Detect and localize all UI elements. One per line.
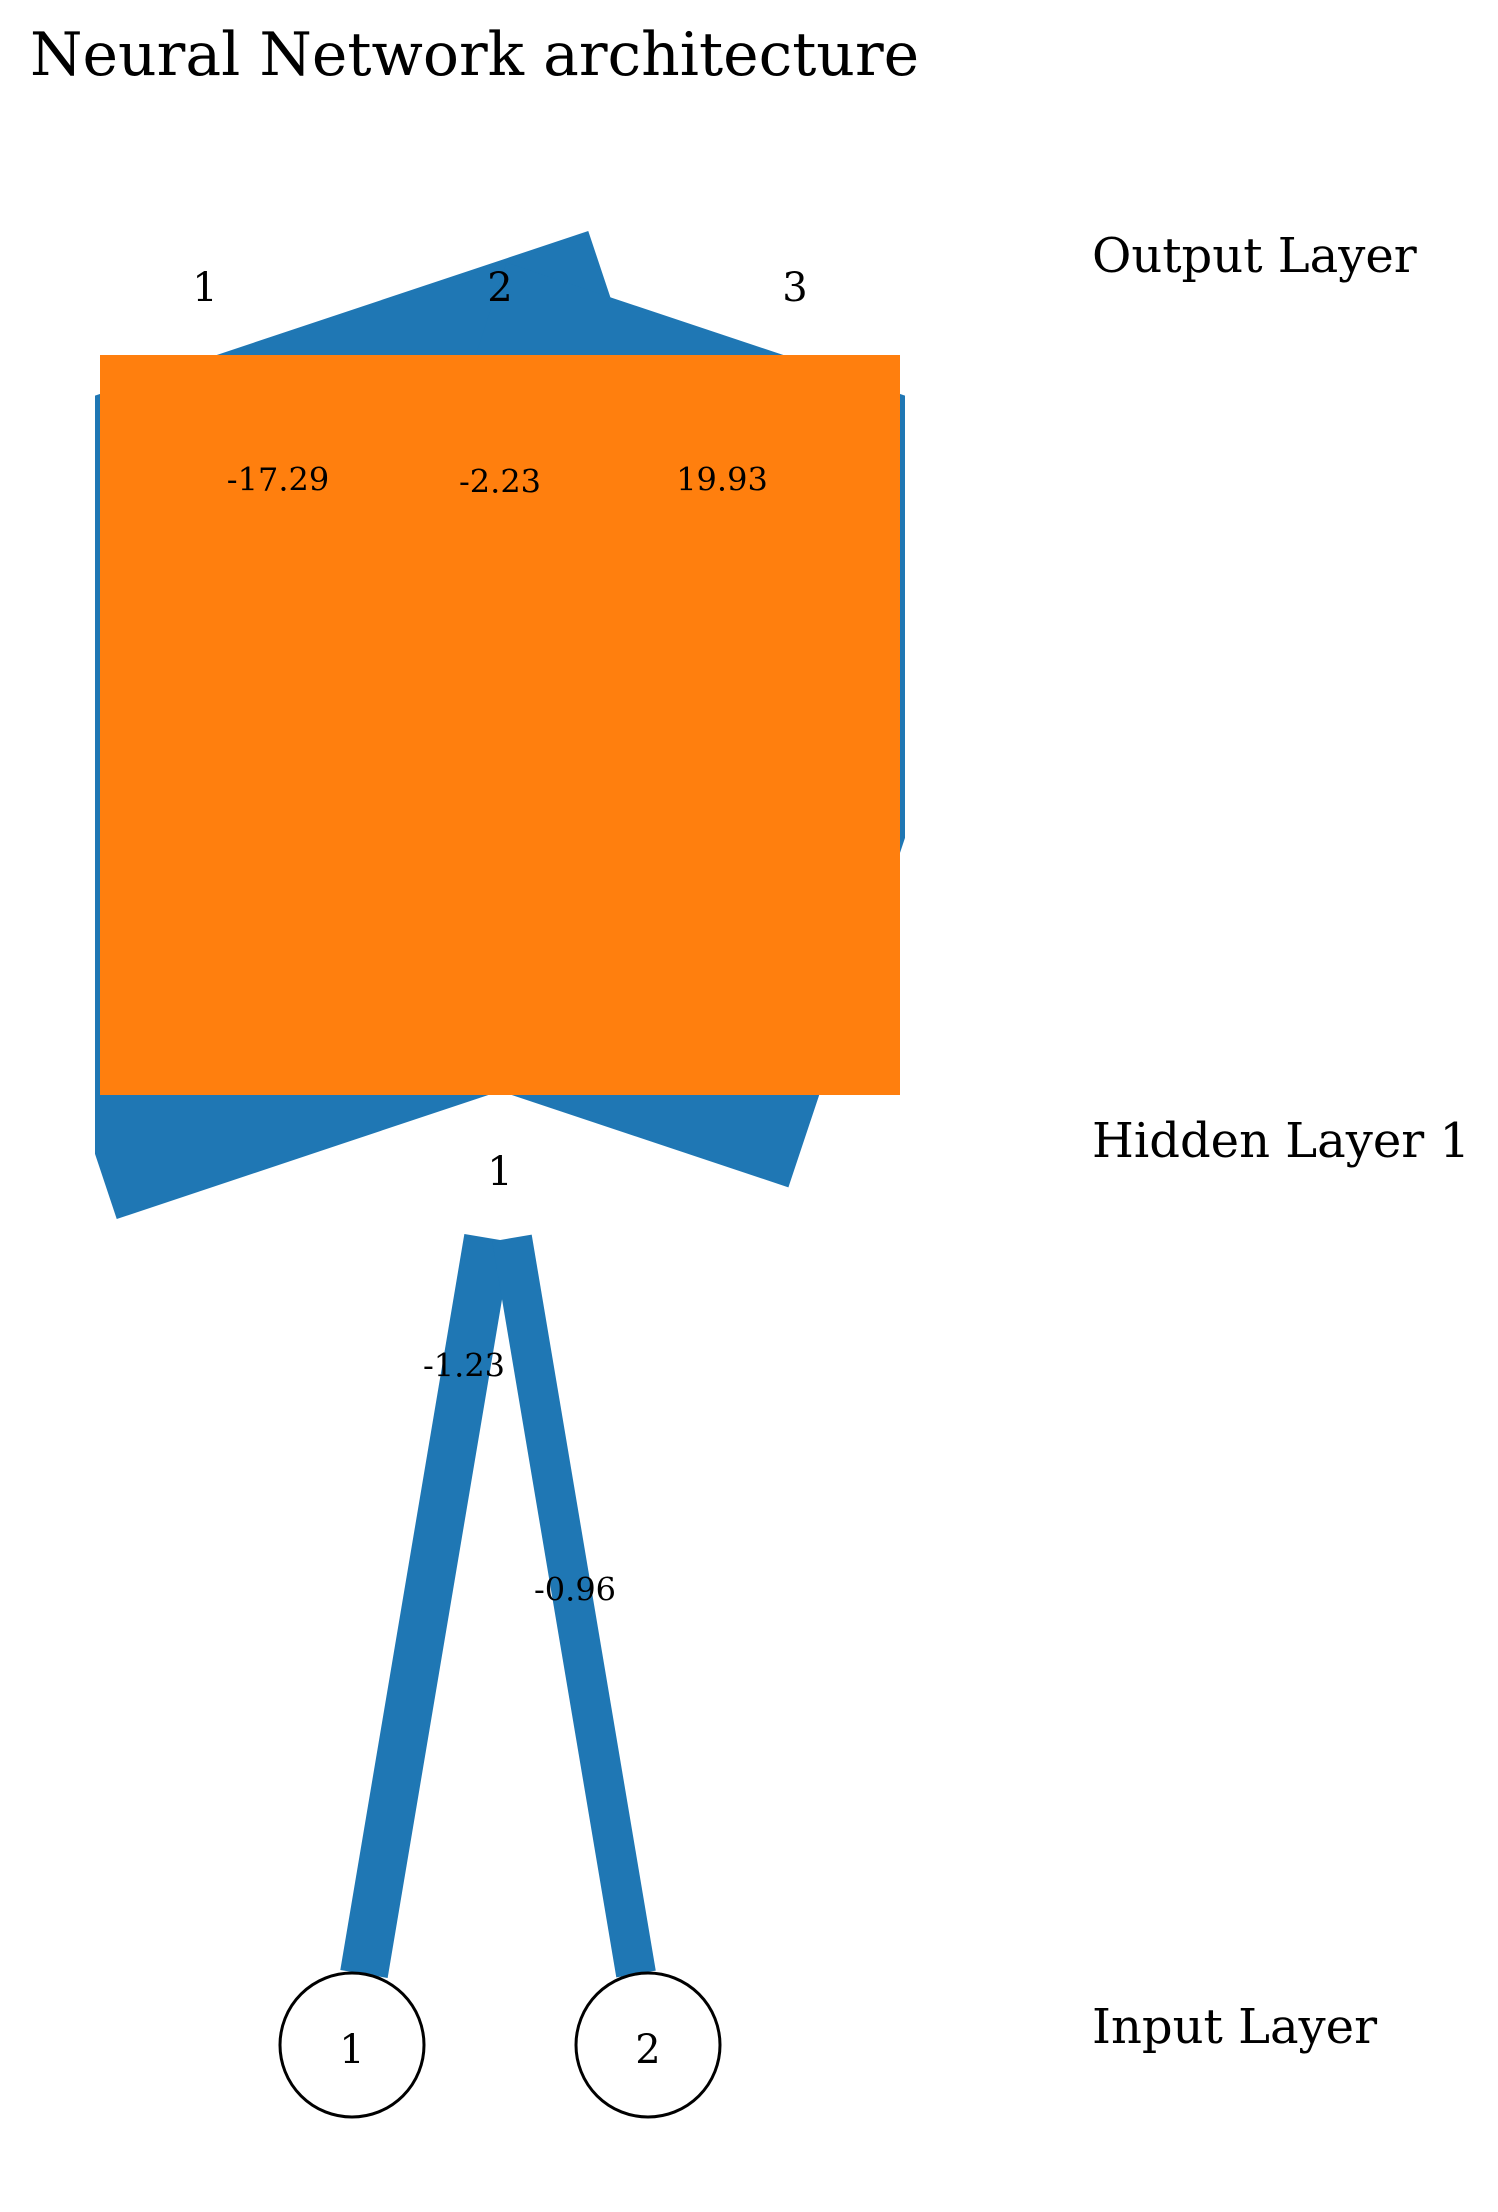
nodes-group: 1 2 1 1 2 3 <box>192 265 808 2119</box>
layer-label-output: Output Layer <box>1092 228 1417 284</box>
connection-l0-n1-to-n1 <box>340 1234 512 1978</box>
weight-label-hidden-1: -1.23 <box>423 1347 505 1385</box>
node-label-layer2-1: 1 <box>192 265 217 311</box>
connections-group <box>95 231 905 1978</box>
connection-l0-n2-to-n1 <box>492 1234 656 1978</box>
node-label-layer2-2: 2 <box>487 265 512 311</box>
node-label-layer0-2: 2 <box>635 2027 660 2073</box>
node-label-layer0-1: 1 <box>339 2027 364 2073</box>
weight-label-output-3: 19.93 <box>676 461 768 499</box>
diagram-title: Neural Network architecture <box>30 20 919 90</box>
weight-label-output-1: -17.29 <box>227 461 329 499</box>
weight-label-output-2: -2.23 <box>459 463 541 501</box>
node-circle-layer0-1 <box>278 1971 426 2119</box>
node-circle-layer0-2 <box>574 1971 722 2119</box>
node-label-layer1-1: 1 <box>487 1149 512 1195</box>
weight-label-hidden-2: -0.96 <box>534 1571 616 1609</box>
layer-label-input: Input Layer <box>1092 1999 1377 2055</box>
node-label-layer2-3: 3 <box>782 265 807 311</box>
layer-label-hidden-1: Hidden Layer 1 <box>1092 1113 1470 1169</box>
